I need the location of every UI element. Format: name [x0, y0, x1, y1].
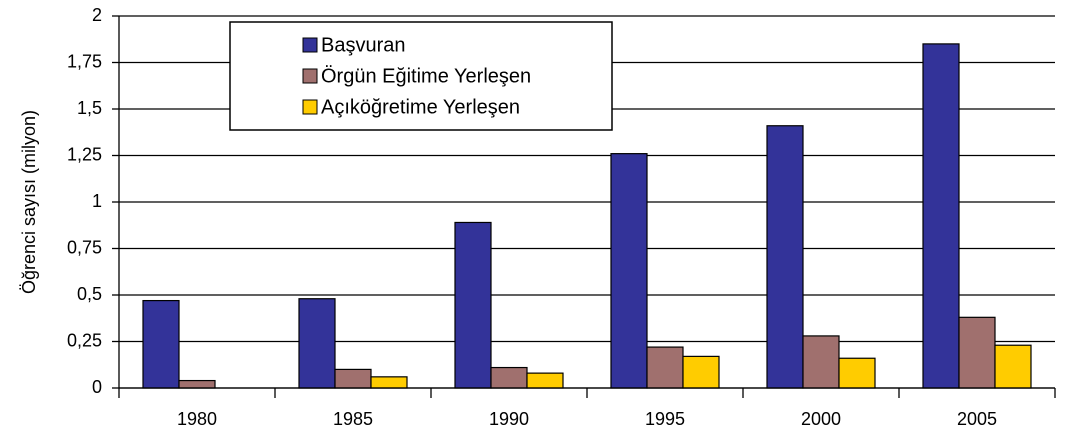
bar [142, 299, 180, 389]
bar [922, 43, 960, 389]
y-tick-label: 1,5 [77, 98, 102, 118]
bar [994, 344, 1032, 389]
y-tick-label: 0 [92, 377, 102, 397]
bar [958, 316, 996, 389]
legend-label: Örgün Eğitime Yerleşen [321, 65, 531, 87]
bar [838, 357, 876, 389]
y-axis-label: Öğrenci sayısı (milyon) [19, 110, 39, 294]
y-tick-label: 1 [92, 191, 102, 211]
legend-swatch [302, 68, 318, 84]
legend: Başvuran Örgün Eğitime Yerleşen Açıköğreti… [229, 21, 613, 131]
legend-swatch [302, 37, 318, 53]
x-tick-label: 2000 [801, 409, 841, 429]
bar [802, 335, 840, 389]
y-tick-label: 0,25 [67, 330, 102, 350]
legend-box [229, 21, 613, 131]
bar [526, 372, 564, 389]
x-tick-label: 1990 [489, 409, 529, 429]
x-tick-label: 1985 [333, 409, 373, 429]
x-tick-label: 1995 [645, 409, 685, 429]
legend-label: Başvuran [321, 34, 406, 56]
y-tick-label: 2 [92, 5, 102, 25]
y-tick-label: 0,75 [67, 237, 102, 257]
bar [370, 376, 408, 389]
x-tick-label: 1980 [177, 409, 217, 429]
legend-label: Açıköğretime Yerleşen [321, 96, 520, 118]
bar [298, 298, 336, 389]
x-tick-label: 2005 [957, 409, 997, 429]
bar [610, 153, 648, 389]
y-tick-label: 0,5 [77, 284, 102, 304]
bar [766, 125, 804, 389]
y-tick-label: 1,25 [67, 144, 102, 164]
bar [646, 346, 684, 389]
bar [334, 368, 372, 389]
bar [682, 355, 720, 389]
bar [454, 221, 492, 389]
y-tick-label: 1,75 [67, 51, 102, 71]
legend-swatch [302, 99, 318, 115]
bar [490, 366, 528, 389]
bar [178, 379, 216, 389]
